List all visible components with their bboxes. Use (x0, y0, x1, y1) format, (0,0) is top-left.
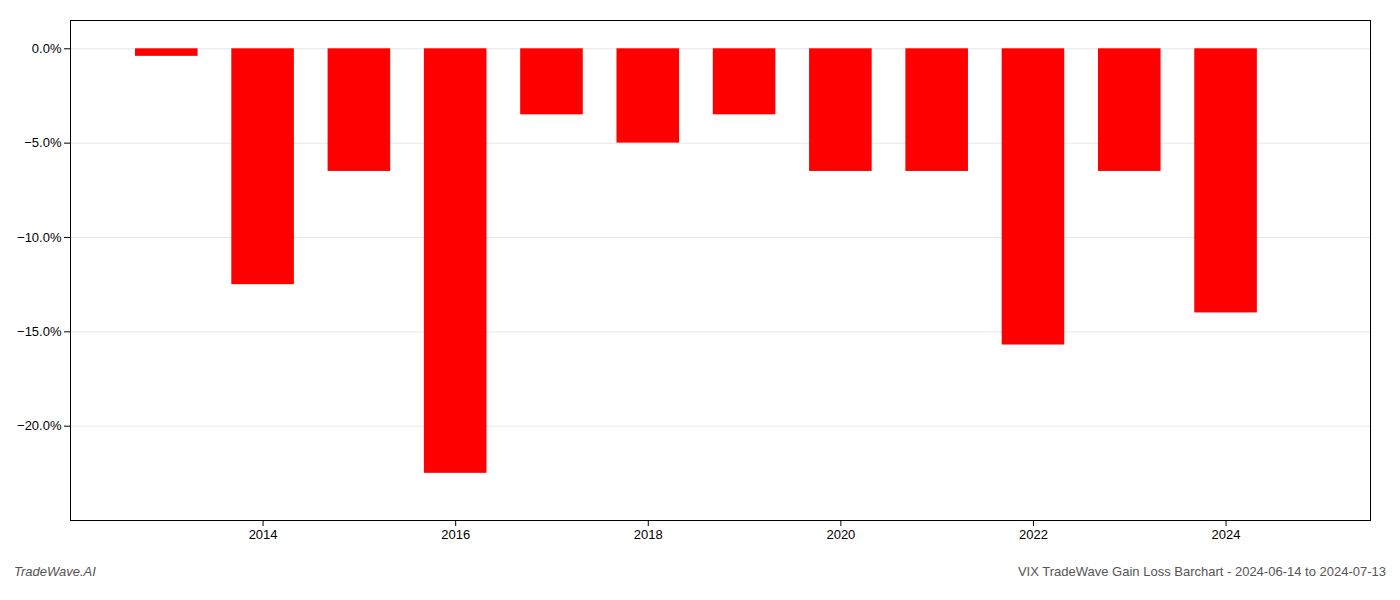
svg-text:2024: 2024 (1212, 527, 1241, 542)
html-text:TradeWave.AI: TradeWave.AI (14, 564, 96, 579)
svg-text:2014: 2014 (249, 527, 278, 542)
svg-text:2016: 2016 (441, 527, 470, 542)
html-text:VIX TradeWave Gain Loss Barcha: VIX TradeWave Gain Loss Barchart - 2024-… (1017, 564, 1386, 579)
svg-text:−5.0%: −5.0% (24, 135, 62, 150)
svg-text:−10.0%: −10.0% (17, 230, 62, 245)
svg-text:−15.0%: −15.0% (17, 324, 62, 339)
svg-text:−20.0%: −20.0% (17, 418, 62, 433)
svg-text:2018: 2018 (634, 527, 663, 542)
svg-text:0.0%: 0.0% (32, 41, 62, 56)
svg-text:2020: 2020 (826, 527, 855, 542)
svg-text:2022: 2022 (1019, 527, 1048, 542)
